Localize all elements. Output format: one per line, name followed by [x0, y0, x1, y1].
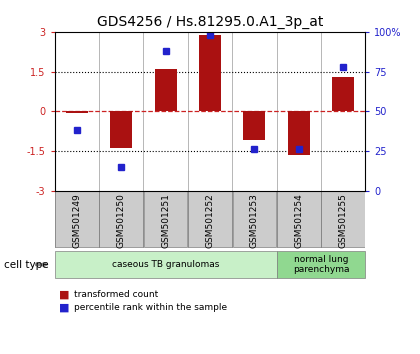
FancyBboxPatch shape [144, 191, 187, 247]
Bar [66, 111, 88, 113]
Bar [199, 34, 221, 111]
Text: percentile rank within the sample: percentile rank within the sample [74, 303, 227, 313]
Text: ■: ■ [59, 303, 69, 313]
Text: GSM501254: GSM501254 [294, 193, 303, 248]
Bar [110, 111, 132, 148]
Bar [155, 69, 177, 111]
Text: normal lung
parenchyma: normal lung parenchyma [293, 255, 349, 274]
Bar [332, 77, 354, 111]
Text: GSM501251: GSM501251 [161, 193, 170, 248]
Text: ■: ■ [59, 290, 69, 299]
Text: GSM501250: GSM501250 [117, 193, 126, 248]
FancyBboxPatch shape [100, 191, 143, 247]
FancyBboxPatch shape [277, 191, 320, 247]
Text: GSM501249: GSM501249 [72, 193, 81, 248]
Text: transformed count: transformed count [74, 290, 158, 299]
Text: GSM501252: GSM501252 [205, 193, 215, 248]
FancyBboxPatch shape [233, 191, 276, 247]
Text: GSM501255: GSM501255 [339, 193, 348, 248]
FancyBboxPatch shape [321, 191, 365, 247]
FancyBboxPatch shape [188, 191, 232, 247]
Bar [243, 111, 265, 140]
Text: cell type: cell type [4, 259, 49, 270]
Title: GDS4256 / Hs.81295.0.A1_3p_at: GDS4256 / Hs.81295.0.A1_3p_at [97, 16, 323, 29]
Bar [288, 111, 310, 155]
Text: caseous TB granulomas: caseous TB granulomas [112, 260, 219, 269]
FancyBboxPatch shape [55, 191, 99, 247]
Text: GSM501253: GSM501253 [250, 193, 259, 248]
